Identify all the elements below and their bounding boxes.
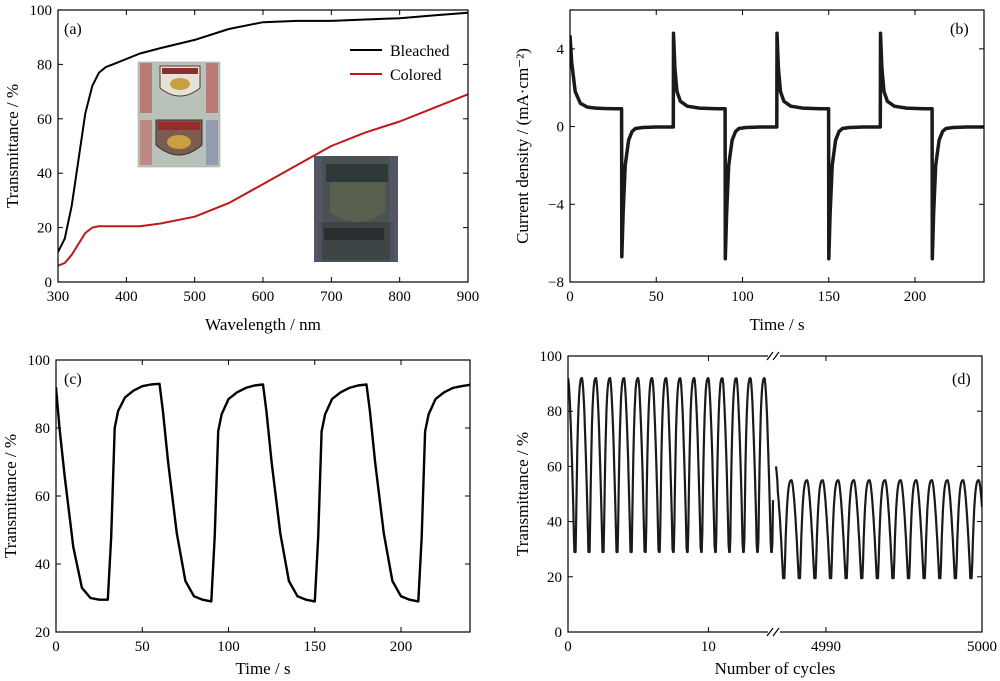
colored-device-photo xyxy=(314,156,398,262)
x-tick-label: 900 xyxy=(457,289,480,305)
y-tick-label: 100 xyxy=(540,349,563,365)
x-tick-label: 300 xyxy=(47,289,70,305)
panel-a: (a) Bleached xyxy=(3,3,479,334)
y-tick-label: 80 xyxy=(547,404,562,420)
cycle-trace-early xyxy=(568,377,775,554)
y-tick-label: 80 xyxy=(35,421,50,437)
y-tick-label: 40 xyxy=(547,515,562,531)
y-tick-label: −4 xyxy=(548,197,564,213)
panel-a-xlabel: Wavelength / nm xyxy=(205,315,321,334)
bleached-device-photo xyxy=(137,61,221,168)
panel-c-ylabel: Transmittance / % xyxy=(1,434,20,558)
y-tick-label: 60 xyxy=(547,459,562,475)
panel-b: (b) 0 50 100 150 200 −8 −4 0 4 Time / s Current … xyxy=(513,9,985,334)
y-tick-label: 0 xyxy=(45,275,53,291)
y-tick-label: 80 xyxy=(37,57,52,73)
panel-d: (d) 0 10 4990 5000 0 20 40 60 80 100 Number of cy… xyxy=(513,349,997,678)
axis-break-top xyxy=(766,351,780,361)
panel-a-label: (a) xyxy=(64,21,82,38)
x-tick-label: 200 xyxy=(904,289,927,305)
axis-break-bottom xyxy=(766,627,780,637)
x-tick-label: 5000 xyxy=(967,639,997,655)
y-tick-label: 40 xyxy=(37,166,52,182)
panel-d-label: (d) xyxy=(952,371,971,388)
panel-d-xlabel: Number of cycles xyxy=(715,659,836,678)
y-tick-label: 100 xyxy=(30,3,53,19)
x-tick-label: 600 xyxy=(252,289,275,305)
bleached-series-line xyxy=(58,11,468,253)
panel-d-ylabel: Transmittance / % xyxy=(513,432,532,556)
y-tick-label: 20 xyxy=(547,570,562,586)
x-tick-label: 0 xyxy=(52,639,60,655)
y-tick-label: −8 xyxy=(548,275,564,291)
transmittance-time-line xyxy=(56,382,470,603)
panel-c: (c) 0 50 100 150 200 20 40 60 80 100 Time / s Tra… xyxy=(1,353,471,678)
panel-c-frame xyxy=(55,359,471,633)
legend-bleached-label: Bleached xyxy=(390,43,450,60)
x-tick-label: 0 xyxy=(564,639,572,655)
colored-series-line xyxy=(58,93,468,267)
x-tick-label: 4990 xyxy=(811,639,841,655)
x-tick-label: 700 xyxy=(320,289,343,305)
y-tick-label: 4 xyxy=(557,42,565,58)
x-tick-label: 800 xyxy=(388,289,411,305)
y-tick-label: 60 xyxy=(35,489,50,505)
panel-a-ylabel: Transmittance / % xyxy=(3,84,22,208)
panel-b-xlabel: Time / s xyxy=(749,315,804,334)
panel-c-label: (c) xyxy=(64,371,82,388)
legend: Bleached Colored xyxy=(350,43,450,84)
x-tick-label: 150 xyxy=(304,639,327,655)
y-tick-label: 20 xyxy=(35,625,50,641)
x-tick-label: 100 xyxy=(217,639,240,655)
y-tick-label: 20 xyxy=(37,221,52,237)
panel-b-frame xyxy=(569,9,985,283)
y-tick-label: 0 xyxy=(557,120,565,136)
y-tick-label: 40 xyxy=(35,557,50,573)
x-tick-label: 0 xyxy=(566,289,574,305)
x-tick-label: 150 xyxy=(818,289,841,305)
cycle-trace-late xyxy=(774,466,982,580)
x-tick-label: 200 xyxy=(390,639,413,655)
y-tick-label: 60 xyxy=(37,112,52,128)
x-tick-label: 400 xyxy=(115,289,138,305)
y-tick-label: 100 xyxy=(28,353,51,369)
legend-colored-label: Colored xyxy=(390,67,442,84)
panel-c-xlabel: Time / s xyxy=(235,659,290,678)
y-tick-label: 0 xyxy=(555,625,563,641)
x-tick-label: 50 xyxy=(649,289,664,305)
current-density-line xyxy=(570,31,984,261)
x-tick-label: 100 xyxy=(731,289,754,305)
x-tick-label: 10 xyxy=(701,639,716,655)
panel-b-ylabel: Current density / (mA·cm⁻²) xyxy=(513,48,532,244)
panel-b-label: (b) xyxy=(950,21,969,38)
x-tick-label: 50 xyxy=(135,639,150,655)
x-tick-label: 500 xyxy=(183,289,206,305)
